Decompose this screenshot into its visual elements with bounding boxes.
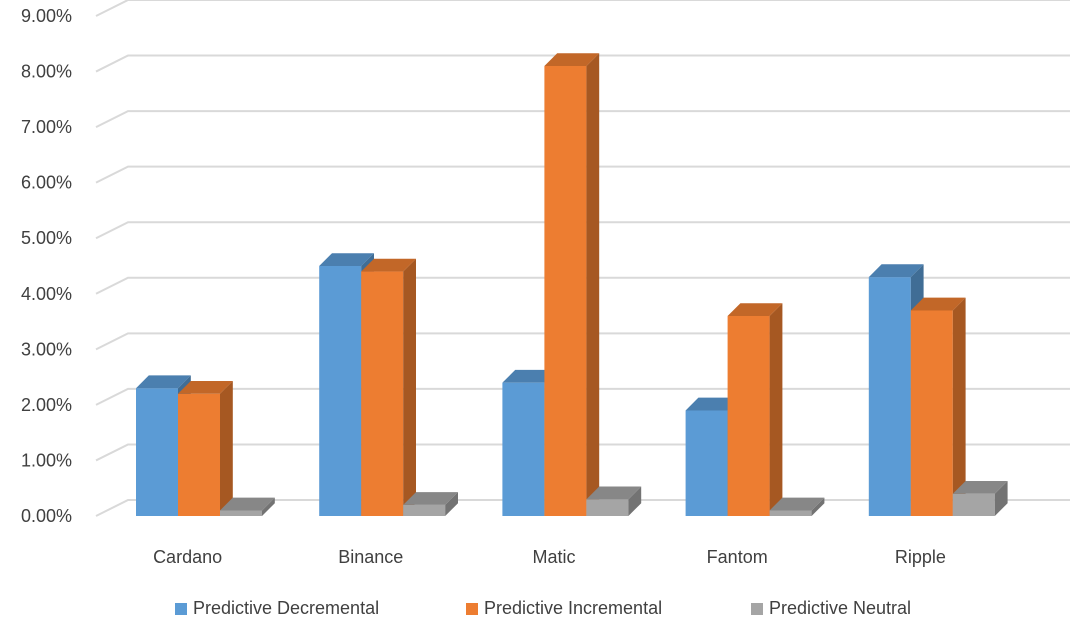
- y-tick-label: 0.00%: [21, 506, 72, 526]
- y-tick-label: 2.00%: [21, 395, 72, 415]
- bar-front: [502, 382, 545, 516]
- bar-front: [685, 410, 728, 516]
- y-tick-label: 3.00%: [21, 339, 72, 359]
- x-category-label: Cardano: [153, 547, 222, 567]
- legend-item: Predictive Neutral: [751, 598, 911, 618]
- bar-side: [262, 497, 275, 516]
- y-tick-label: 1.00%: [21, 450, 72, 470]
- bar-front: [220, 510, 262, 516]
- bar-side: [952, 297, 966, 516]
- bar-top: [220, 497, 275, 511]
- bar-side: [769, 303, 783, 516]
- bar: [727, 303, 783, 516]
- gridline: [95, 54, 1070, 73]
- bar-front: [361, 271, 404, 516]
- bar-side: [220, 380, 233, 516]
- bar-front: [544, 66, 587, 516]
- legend-swatch: [751, 603, 763, 615]
- bar-top: [586, 486, 642, 500]
- y-tick-label: 5.00%: [21, 228, 72, 248]
- legend: Predictive Decremental Predictive Increme…: [175, 598, 911, 618]
- bar-side: [994, 480, 1008, 516]
- gridline: [95, 110, 1070, 129]
- y-tick-label: 6.00%: [21, 173, 72, 193]
- bar: [544, 53, 600, 516]
- bar: [361, 258, 416, 516]
- y-tick-label: 8.00%: [21, 62, 72, 82]
- bar: [910, 297, 966, 516]
- x-category-label: Binance: [338, 547, 403, 567]
- bar-top: [319, 253, 374, 266]
- bar-top: [910, 297, 966, 311]
- bar-top: [361, 258, 416, 272]
- bar-side: [628, 486, 642, 516]
- bar-top: [868, 264, 924, 278]
- x-category-label: Fantom: [707, 547, 768, 567]
- bar-side: [586, 53, 600, 516]
- y-tick-label: 4.00%: [21, 284, 72, 304]
- y-tick-label: 9.00%: [21, 6, 72, 26]
- gridline: [95, 165, 1070, 184]
- legend-swatch: [466, 603, 478, 615]
- bar: [952, 480, 1008, 516]
- bar-side: [445, 492, 458, 516]
- bar-front: [178, 393, 220, 516]
- bar-top: [727, 303, 783, 316]
- legend-item: Predictive Incremental: [466, 598, 662, 618]
- bar-side: [811, 497, 825, 516]
- bar-front: [910, 310, 953, 516]
- bar-front: [319, 266, 362, 516]
- legend-swatch: [175, 603, 187, 615]
- bar-top: [178, 380, 233, 394]
- bar-top: [403, 492, 458, 505]
- bar-top: [685, 397, 741, 411]
- bar-front: [769, 510, 812, 516]
- bar-top: [952, 480, 1008, 494]
- bar-top: [769, 497, 825, 511]
- bar-top: [502, 369, 558, 383]
- bar: [586, 486, 642, 516]
- bar-front: [586, 499, 629, 516]
- gridline: [95, 0, 1070, 17]
- bar-side: [403, 258, 416, 516]
- bar: [769, 497, 825, 516]
- x-axis-categories: Cardano Binance Matic Fantom Ripple: [153, 547, 946, 567]
- legend-label: Predictive Incremental: [484, 598, 662, 618]
- bar-front: [952, 493, 995, 516]
- y-tick-label: 7.00%: [21, 117, 72, 137]
- x-category-label: Matic: [532, 547, 575, 567]
- legend-label: Predictive Neutral: [769, 598, 911, 618]
- bar-front: [868, 277, 911, 516]
- bar-top: [544, 53, 600, 66]
- bar-front: [727, 316, 770, 516]
- bar-front: [403, 504, 446, 516]
- bar: [220, 497, 275, 516]
- legend-label: Predictive Decremental: [193, 598, 379, 618]
- legend-item: Predictive Decremental: [175, 598, 379, 618]
- bar-front: [136, 388, 178, 516]
- y-axis-ticks: 0.00% 1.00% 2.00% 3.00% 4.00% 5.00% 6.00% 7.00%…: [21, 6, 72, 526]
- x-category-label: Ripple: [895, 547, 946, 567]
- gridline: [95, 221, 1070, 240]
- gridline: [95, 276, 1070, 295]
- bar-top: [136, 375, 191, 389]
- bars: [136, 53, 1008, 516]
- gridlines: [95, 0, 1070, 517]
- bar: [178, 380, 233, 516]
- bar: [403, 492, 458, 516]
